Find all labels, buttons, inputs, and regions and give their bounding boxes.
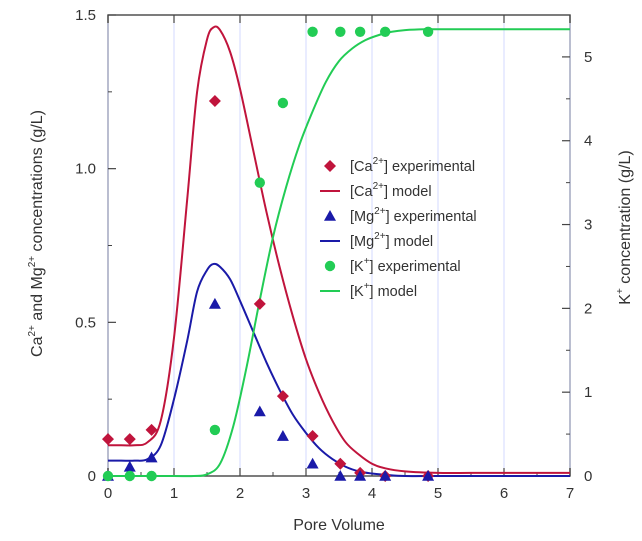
marker-mg_exp-6 — [306, 457, 319, 469]
x-tick-label-3: 3 — [302, 485, 310, 502]
y-right-tick-label-2: 2 — [584, 300, 592, 317]
marker-mg_exp-5 — [276, 430, 289, 441]
y-right-tick-label-4: 4 — [584, 133, 592, 150]
x-tick-label-0: 0 — [104, 485, 112, 502]
y-left-tick-label-0: 0 — [88, 468, 96, 485]
x-tick-label-6: 6 — [500, 485, 508, 502]
marker-mg_exp-10 — [422, 470, 435, 481]
legend-swatch-k_exp — [324, 260, 336, 272]
marker-ca_exp-4 — [253, 297, 266, 310]
y-right-tick-label-1: 1 — [584, 384, 592, 401]
legend-label-ca_exp: [Ca2+] experimental — [350, 156, 475, 175]
legend-swatch-ca_exp — [324, 160, 336, 172]
legend-label-ca_model: [Ca2+] model — [350, 181, 432, 200]
series-line-ca_model — [108, 25, 570, 475]
legend-entry-k_exp: [K+] experimental — [324, 256, 461, 275]
legend-swatch-mg_exp — [324, 210, 336, 221]
plot-area — [107, 14, 571, 477]
marker-k_exp-1 — [124, 470, 135, 482]
y-right-axis-title: K+ concentration (g/L) — [615, 150, 634, 304]
marker-k_exp-2 — [146, 470, 157, 482]
marker-ca_exp-3 — [208, 95, 221, 108]
axis-ticks — [107, 14, 571, 477]
y-right-tick-label-3: 3 — [584, 217, 592, 234]
x-tick-label-1: 1 — [170, 485, 178, 502]
marker-k_exp-9 — [380, 26, 391, 37]
y-left-axis-title: Ca2+ and Mg2+ concentrations (g/L) — [27, 110, 46, 357]
marker-ca_exp-1 — [123, 433, 136, 446]
marker-k_exp-0 — [102, 470, 114, 482]
x-tick-label-4: 4 — [368, 485, 376, 502]
marker-mg_exp-3 — [208, 297, 221, 309]
marker-mg_exp-7 — [334, 470, 347, 481]
marker-mg_exp-1 — [123, 460, 136, 472]
x-tick-label-7: 7 — [566, 485, 574, 502]
legend-label-mg_model: [Mg2+] model — [350, 231, 433, 250]
marker-ca_exp-6 — [306, 430, 319, 443]
y-left-tick-label-2: 1.0 — [75, 161, 96, 178]
series-line-k_model — [107, 28, 570, 478]
legend-entry-k_model: [K+] model — [320, 281, 417, 300]
marker-mg_exp-4 — [253, 405, 266, 417]
legend-label-mg_exp: [Mg2+] experimental — [350, 206, 477, 225]
legend-entry-ca_model: [Ca2+] model — [320, 181, 432, 200]
marker-mg_exp-8 — [354, 470, 367, 481]
legend-label-k_exp: [K+] experimental — [350, 256, 461, 275]
legend-label-k_model: [K+] model — [350, 281, 417, 300]
grid-lines — [107, 15, 571, 476]
marker-mg_exp-2 — [145, 451, 158, 463]
x-tick-label-2: 2 — [236, 485, 244, 502]
legend-entry-mg_model: [Mg2+] model — [320, 231, 433, 250]
legend: [Ca2+] experimental [Ca2+] model [Mg2+] ex… — [320, 156, 477, 300]
marker-k_exp-7 — [335, 26, 346, 37]
marker-k_exp-6 — [307, 26, 318, 37]
y-right-tick-label-5: 5 — [584, 49, 592, 66]
marker-ca_exp-2 — [145, 423, 158, 436]
legend-entry-mg_exp: [Mg2+] experimental — [324, 206, 477, 225]
x-tick-label-5: 5 — [434, 485, 442, 502]
marker-k_exp-8 — [354, 26, 366, 37]
marker-k_exp-5 — [277, 97, 289, 109]
marker-ca_exp-0 — [102, 433, 114, 446]
marker-k_exp-4 — [254, 177, 265, 188]
y-left-tick-label-1: 0.5 — [75, 314, 96, 331]
y-right-tick-label-0: 0 — [584, 468, 592, 485]
marker-ca_exp-5 — [276, 390, 289, 403]
y-left-tick-label-3: 1.5 — [75, 7, 96, 24]
legend-entry-ca_exp: [Ca2+] experimental — [324, 156, 475, 175]
marker-k_exp-10 — [422, 26, 434, 37]
series-lines — [107, 25, 570, 478]
series-line-mg_model — [108, 262, 570, 478]
x-axis-title: Pore Volume — [293, 517, 385, 534]
marker-k_exp-3 — [209, 424, 221, 436]
marker-ca_exp-7 — [334, 457, 347, 470]
series-markers — [102, 26, 435, 482]
marker-mg_exp-9 — [379, 470, 392, 481]
